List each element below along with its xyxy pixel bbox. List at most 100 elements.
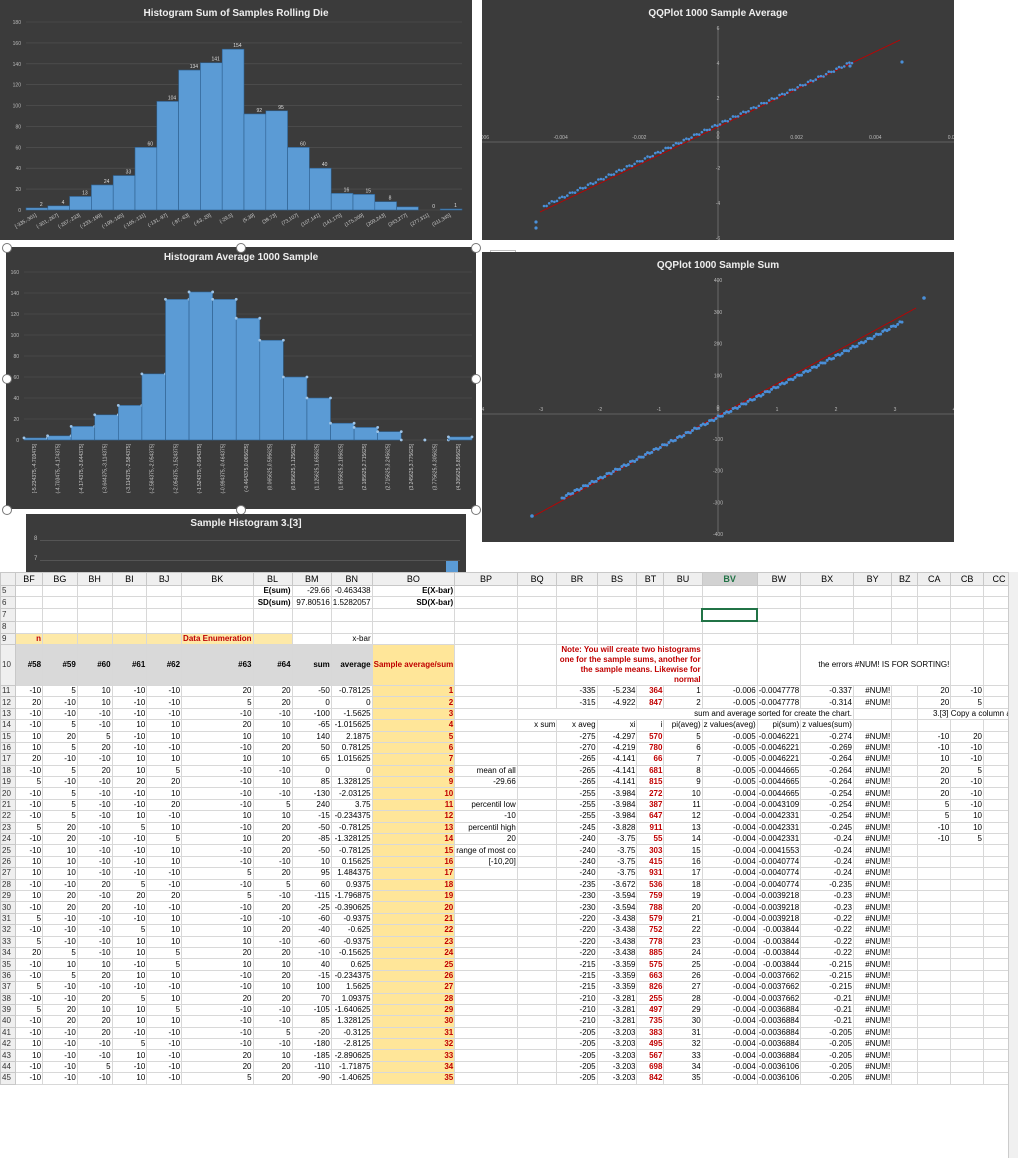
data-cell[interactable]: -10 <box>146 1049 183 1062</box>
cell[interactable] <box>596 608 638 622</box>
cell[interactable] <box>891 596 919 610</box>
cell[interactable] <box>891 935 919 948</box>
cell[interactable] <box>950 912 984 926</box>
cell[interactable]: -10 <box>917 741 952 755</box>
sorted-header[interactable]: x aveg <box>556 719 598 732</box>
row-header[interactable]: 15 <box>0 730 17 743</box>
data-cell[interactable]: 10 <box>252 958 293 971</box>
data-cell[interactable]: -10 <box>42 1072 78 1085</box>
cell[interactable] <box>891 1060 919 1074</box>
data-cell[interactable]: -10 <box>181 855 254 869</box>
data-cell[interactable]: 0 <box>330 696 373 709</box>
sample-number[interactable]: 22 <box>371 924 456 937</box>
data-cell[interactable]: 5 <box>76 1060 113 1074</box>
data-cell[interactable]: -10 <box>15 992 44 1005</box>
data-cell[interactable]: -10 <box>146 707 183 721</box>
data-cell[interactable]: 1.09375 <box>330 992 373 1005</box>
cell[interactable] <box>950 969 984 983</box>
cell[interactable]: #NUM! <box>852 776 893 789</box>
data-cell[interactable]: 20 <box>15 753 44 766</box>
stat-cell[interactable]: 20 <box>454 833 518 846</box>
cell[interactable] <box>950 889 984 903</box>
cell[interactable]: -270 <box>556 741 598 755</box>
cell[interactable] <box>516 992 558 1005</box>
cell[interactable]: -220 <box>556 935 598 948</box>
cell[interactable]: #NUM! <box>852 1026 893 1040</box>
index-cell[interactable]: 847 <box>636 696 665 709</box>
cell[interactable] <box>917 889 952 903</box>
cell[interactable]: -0.0037662 <box>756 992 802 1005</box>
cell[interactable] <box>891 741 919 755</box>
row-header[interactable]: 18 <box>0 764 17 778</box>
data-cell[interactable]: -10 <box>181 798 254 812</box>
cell[interactable] <box>950 867 984 880</box>
data-cell[interactable]: -10 <box>15 1060 44 1074</box>
column-header-bm[interactable]: BM <box>291 572 332 586</box>
data-cell[interactable]: -0.9375 <box>330 912 373 926</box>
cell[interactable]: #NUM! <box>852 981 893 994</box>
cell[interactable]: 10 <box>950 821 984 835</box>
index-cell[interactable]: 788 <box>636 901 665 914</box>
data-cell[interactable]: 10 <box>76 696 113 709</box>
cell[interactable] <box>516 753 558 766</box>
data-cell[interactable]: -0.78125 <box>330 821 373 835</box>
cell[interactable]: -0.314 <box>800 696 854 709</box>
data-cell[interactable]: 10 <box>146 753 183 766</box>
cell[interactable] <box>701 632 758 645</box>
cell[interactable]: -0.22 <box>800 935 854 948</box>
data-cell[interactable]: 10 <box>291 855 332 869</box>
cell[interactable]: 2 <box>663 696 703 709</box>
cell[interactable]: -0.215 <box>800 981 854 994</box>
sample-number[interactable]: 31 <box>371 1026 456 1040</box>
data-cell[interactable]: -1.71875 <box>330 1060 373 1074</box>
data-cell[interactable]: 2.1875 <box>330 730 373 743</box>
row-header[interactable]: 32 <box>0 924 17 937</box>
cell[interactable]: #NUM! <box>852 1060 893 1074</box>
cell[interactable] <box>891 833 919 846</box>
sample-number[interactable]: 13 <box>371 821 456 835</box>
cell[interactable]: #NUM! <box>852 833 893 846</box>
cell[interactable] <box>556 608 598 622</box>
sample-number[interactable]: 11 <box>371 798 456 812</box>
index-cell[interactable]: 364 <box>636 684 665 698</box>
cell[interactable]: -0.0036884 <box>756 1026 802 1040</box>
data-cell[interactable]: -85 <box>291 833 332 846</box>
cell[interactable]: -0.003844 <box>756 924 802 937</box>
cell[interactable] <box>950 1060 984 1074</box>
resize-handle[interactable] <box>471 505 481 515</box>
row-header[interactable]: 45 <box>0 1072 17 1085</box>
row-header[interactable]: 43 <box>0 1049 17 1062</box>
data-cell[interactable]: -0.9375 <box>330 935 373 948</box>
cell[interactable] <box>516 844 558 857</box>
cell[interactable] <box>516 810 558 823</box>
cell[interactable]: -255 <box>556 787 598 800</box>
cell[interactable]: -205 <box>556 1049 598 1062</box>
data-cell[interactable]: 10 <box>111 1072 148 1085</box>
cell[interactable]: 25 <box>663 958 703 971</box>
cell[interactable] <box>917 992 952 1005</box>
cell[interactable]: -0.0040774 <box>756 867 802 880</box>
cell[interactable]: -0.004 <box>701 1026 758 1040</box>
data-cell[interactable]: -10 <box>76 719 113 732</box>
data-cell[interactable]: 10 <box>146 992 183 1005</box>
cell[interactable] <box>516 632 558 645</box>
data-cell[interactable]: -10 <box>15 787 44 800</box>
cell[interactable] <box>663 584 703 598</box>
cell[interactable] <box>950 855 984 869</box>
column-label[interactable]: #59 <box>42 643 78 686</box>
cell[interactable] <box>146 584 183 598</box>
cell[interactable]: 10 <box>917 753 952 766</box>
index-cell[interactable]: 272 <box>636 787 665 800</box>
cell[interactable]: 10 <box>950 810 984 823</box>
cell[interactable] <box>371 632 456 645</box>
cell[interactable]: -0.463438 <box>330 584 373 598</box>
stat-cell[interactable] <box>454 901 518 914</box>
stat-cell[interactable] <box>454 924 518 937</box>
cell[interactable] <box>42 608 78 622</box>
cell[interactable]: -3.359 <box>596 969 638 983</box>
data-cell[interactable]: -10 <box>76 833 113 846</box>
cell[interactable]: -0.0037662 <box>756 981 802 994</box>
cell[interactable] <box>701 584 758 598</box>
cell[interactable] <box>516 741 558 755</box>
cell[interactable] <box>516 620 558 634</box>
